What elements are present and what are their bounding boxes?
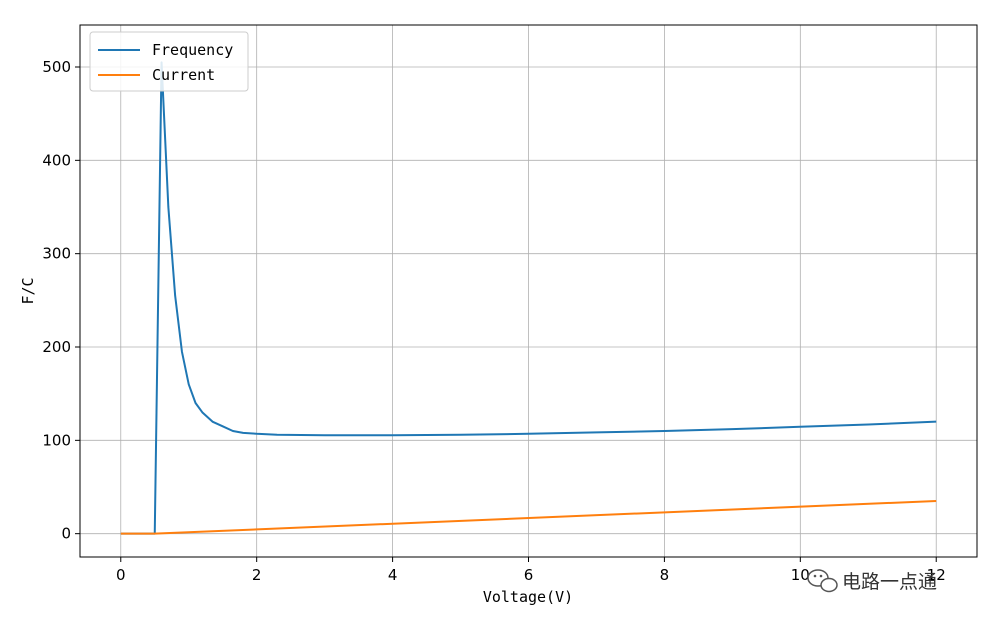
grid: [80, 25, 977, 557]
x-tick-label: 8: [660, 566, 670, 584]
x-axis-label: Voltage(V): [483, 588, 573, 606]
watermark: 电路一点通: [807, 569, 937, 593]
watermark-text: 电路一点通: [842, 571, 937, 593]
y-tick-label: 400: [42, 151, 71, 169]
legend-label-current: Current: [152, 66, 215, 84]
x-tick-label: 6: [524, 566, 534, 584]
y-tick-label: 200: [42, 338, 71, 356]
axis-ticks: 0 2 4 6 8 10 12 0 100 200 300 400 500: [42, 58, 945, 584]
x-tick-label: 2: [252, 566, 262, 584]
x-tick-label: 10: [791, 566, 810, 584]
y-tick-label: 100: [42, 431, 71, 449]
y-tick-label: 0: [61, 525, 71, 543]
y-axis-label: F/C: [19, 277, 37, 304]
x-tick-label: 12: [927, 566, 946, 584]
series-line-frequency: [120, 61, 937, 535]
x-tick-label: 0: [116, 566, 126, 584]
legend-box: [89, 31, 249, 92]
y-tick-label: 500: [42, 58, 71, 76]
wechat-icon: [807, 569, 838, 593]
x-tick-label: 4: [388, 566, 398, 584]
legend: Frequency Current: [89, 31, 249, 92]
legend-label-frequency: Frequency: [152, 41, 233, 59]
series-line-current: [120, 500, 937, 535]
y-tick-label: 300: [42, 245, 71, 263]
series-lines: [120, 61, 937, 535]
